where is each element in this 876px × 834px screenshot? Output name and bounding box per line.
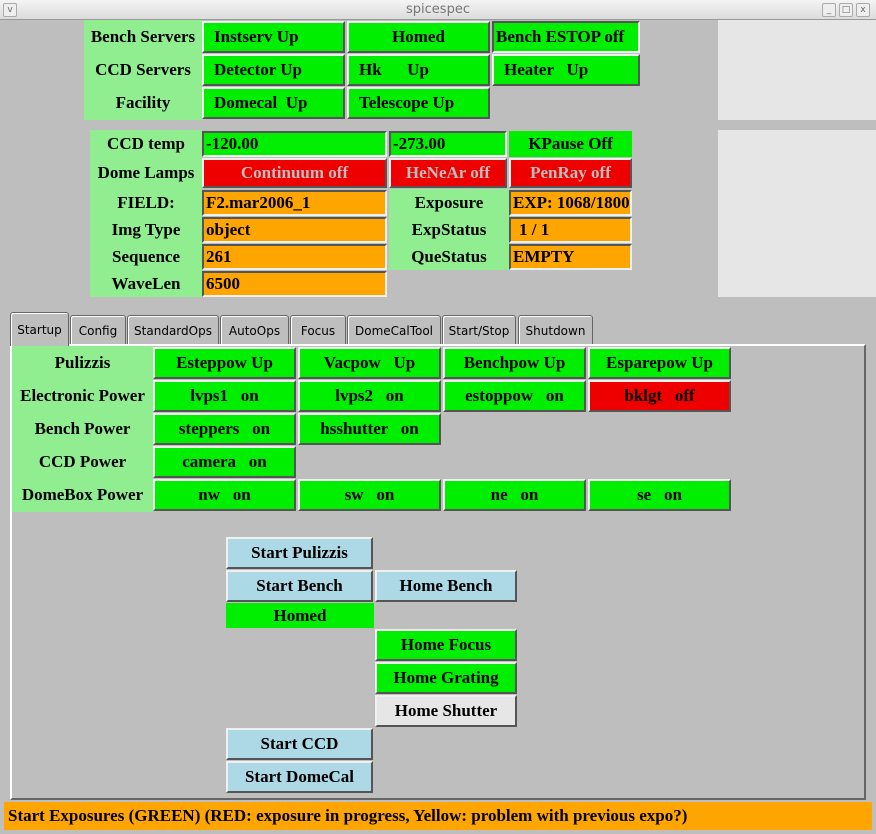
ccd-temp-label: CCD temp: [90, 131, 202, 157]
power-toggle-button[interactable]: ne on: [443, 479, 586, 511]
kpause-status[interactable]: KPause Off: [509, 131, 632, 157]
window-title: spicespec: [406, 2, 470, 17]
tab-focus[interactable]: Focus: [290, 315, 346, 345]
minimize-icon[interactable]: _: [822, 3, 836, 17]
power-toggle-button[interactable]: Vacpow Up: [298, 347, 441, 379]
tab-startup[interactable]: Startup: [10, 312, 69, 346]
power-toggle-button[interactable]: nw on: [153, 479, 296, 511]
domecal-button[interactable]: Domecal Up: [202, 87, 345, 119]
power-toggle-button[interactable]: bklgt off: [588, 380, 731, 412]
power-toggle-button[interactable]: hsshutter on: [298, 413, 441, 445]
que-status-value: EMPTY: [509, 244, 632, 270]
instserv-button[interactable]: Instserv Up: [202, 21, 345, 53]
field-label: FIELD:: [90, 190, 202, 216]
exposure-value: EXP: 1068/1800: [509, 190, 632, 216]
start-ccd-button[interactable]: Start CCD: [226, 728, 373, 760]
power-row-label: Bench Power: [12, 413, 153, 445]
hk-button[interactable]: Hk Up: [347, 54, 490, 86]
title-bar: spicespec: [0, 0, 876, 20]
power-toggle-button[interactable]: camera on: [153, 446, 296, 478]
penray-lamp-button[interactable]: PenRay off: [509, 158, 632, 188]
wavelen-input[interactable]: 6500: [202, 271, 387, 297]
tab-domecaltool[interactable]: DomeCalTool: [347, 315, 441, 345]
ccd-temp-setpoint: -273.00: [389, 131, 507, 157]
field-input[interactable]: F2.mar2006_1: [202, 190, 387, 216]
telescope-button[interactable]: Telescope Up: [347, 87, 490, 119]
facility-label: Facility: [84, 87, 202, 119]
dome-lamps-label: Dome Lamps: [90, 158, 202, 188]
start-domecal-button[interactable]: Start DomeCal: [226, 761, 373, 793]
detector-button[interactable]: Detector Up: [202, 54, 345, 86]
power-toggle-button[interactable]: sw on: [298, 479, 441, 511]
que-status-label: QueStatus: [389, 244, 509, 270]
power-toggle-button[interactable]: estoppow on: [443, 380, 586, 412]
ccd-temp-value: -120.00: [202, 131, 387, 157]
power-toggle-button[interactable]: se on: [588, 479, 731, 511]
bench-servers-label: Bench Servers: [84, 21, 202, 53]
power-row-label: Pulizzis: [12, 347, 153, 379]
ccd-servers-label: CCD Servers: [84, 54, 202, 86]
homed-button[interactable]: Homed: [347, 21, 490, 53]
tab-autoops[interactable]: AutoOps: [220, 315, 289, 345]
home-shutter-button[interactable]: Home Shutter: [375, 695, 517, 727]
side-panel-top: [718, 20, 876, 120]
bench-estop-button[interactable]: Bench ESTOP off: [492, 21, 640, 53]
exp-status-label: ExpStatus: [389, 217, 509, 243]
power-row-label: Electronic Power: [12, 380, 153, 412]
img-type-input[interactable]: object: [202, 217, 387, 243]
startup-tab-panel: [10, 344, 866, 800]
tab-start-stop[interactable]: Start/Stop: [442, 315, 516, 345]
img-type-label: Img Type: [90, 217, 202, 243]
power-toggle-button[interactable]: steppers on: [153, 413, 296, 445]
power-row-label: DomeBox Power: [12, 479, 153, 511]
home-focus-button[interactable]: Home Focus: [375, 629, 517, 661]
start-pulizzis-button[interactable]: Start Pulizzis: [226, 537, 373, 569]
power-row-label: CCD Power: [12, 446, 153, 478]
homed-status: Homed: [226, 603, 374, 628]
henear-lamp-button[interactable]: HeNeAr off: [389, 158, 507, 188]
exp-status-value: 1 / 1: [509, 217, 632, 243]
power-toggle-button[interactable]: Esteppow Up: [153, 347, 296, 379]
status-bar: Start Exposures (GREEN) (RED: exposure i…: [4, 802, 872, 830]
maximize-icon[interactable]: □: [839, 3, 853, 17]
window-menu-icon[interactable]: v: [3, 3, 17, 17]
power-toggle-button[interactable]: lvps2 on: [298, 380, 441, 412]
home-bench-button[interactable]: Home Bench: [375, 570, 517, 602]
heater-button[interactable]: Heater Up: [492, 54, 640, 86]
start-bench-button[interactable]: Start Bench: [226, 570, 373, 602]
home-grating-button[interactable]: Home Grating: [375, 662, 517, 694]
close-icon[interactable]: x: [856, 3, 870, 17]
tab-standardops[interactable]: StandardOps: [127, 315, 219, 345]
side-panel-middle: [718, 130, 876, 297]
tab-config[interactable]: Config: [70, 315, 126, 345]
sequence-input[interactable]: 261: [202, 244, 387, 270]
continuum-lamp-button[interactable]: Continuum off: [202, 158, 387, 188]
power-toggle-button[interactable]: Esparepow Up: [588, 347, 731, 379]
wavelen-label: WaveLen: [90, 271, 202, 297]
tab-shutdown[interactable]: Shutdown: [518, 315, 593, 345]
sequence-label: Sequence: [90, 244, 202, 270]
power-toggle-button[interactable]: Benchpow Up: [443, 347, 586, 379]
power-toggle-button[interactable]: lvps1 on: [153, 380, 296, 412]
exposure-label: Exposure: [389, 190, 509, 216]
